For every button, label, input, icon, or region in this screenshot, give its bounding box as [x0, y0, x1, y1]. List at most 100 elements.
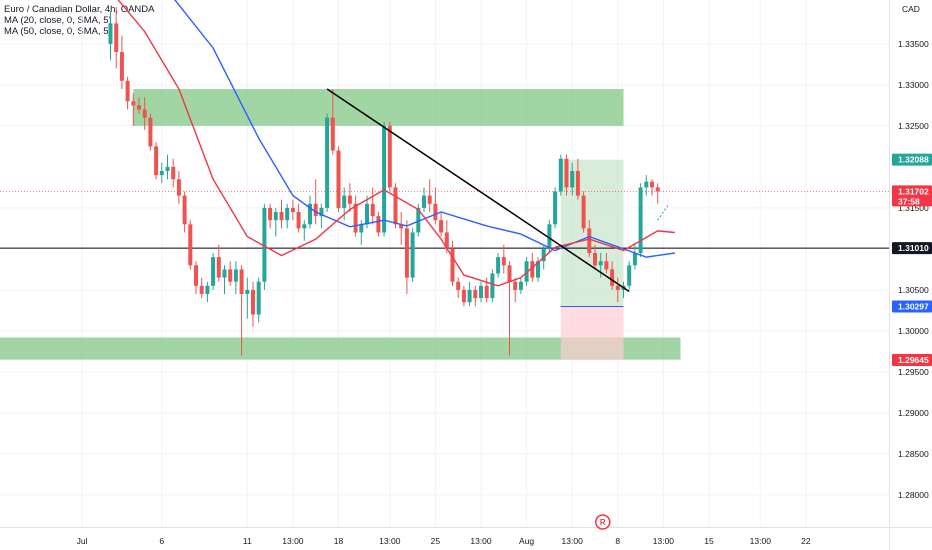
candle-body: [581, 195, 586, 229]
price-tag-box: [892, 354, 932, 367]
candle-body: [644, 181, 649, 188]
replay-badge-icon[interactable]: R: [595, 514, 611, 530]
x-tick-label: 6: [159, 536, 164, 546]
candle-body: [222, 269, 227, 278]
candle-body: [479, 285, 483, 299]
candle-body: [159, 171, 164, 176]
zone-rect-2: [0, 337, 681, 360]
candle-body: [507, 265, 512, 282]
candle-body: [359, 224, 364, 233]
candle-body: [114, 23, 119, 53]
price-tag: 1.31010: [892, 242, 932, 255]
candle-body: [404, 228, 409, 278]
candle-body: [296, 212, 301, 229]
x-tick-label: 13:00: [653, 536, 675, 546]
price-tag: 1.30297: [892, 300, 932, 313]
candle-body: [251, 289, 255, 315]
x-tick-label: 13:00: [562, 536, 584, 546]
candle-body: [142, 109, 147, 118]
x-tick-label: 18: [334, 536, 344, 546]
candle-body: [245, 289, 250, 294]
candle-body: [353, 203, 358, 233]
candle-body: [273, 212, 278, 221]
candle-body: [382, 125, 387, 233]
candle-body: [182, 195, 187, 225]
price-tag-box: [892, 185, 932, 207]
candle-body: [433, 203, 438, 221]
x-tick-label: Jul: [77, 536, 88, 546]
candle-body: [119, 52, 124, 81]
price-tag-countdown: 37:58: [898, 196, 920, 206]
candle-body: [148, 117, 153, 147]
y-tick-label: 1.28500: [898, 449, 929, 459]
candle-body: [615, 285, 620, 290]
candle-body: [399, 224, 404, 229]
price-tag-box: [892, 153, 932, 166]
x-tick-label: 13:00: [282, 536, 304, 546]
candle-body: [302, 224, 307, 229]
candle-body: [279, 212, 284, 221]
candle-body: [131, 101, 136, 106]
candle-body: [347, 195, 352, 204]
candle-body: [125, 80, 130, 102]
candle-body: [610, 269, 615, 286]
candle-body: [376, 216, 381, 233]
candle-body: [501, 257, 506, 266]
candle-body: [558, 158, 563, 192]
x-tick-label: 8: [615, 536, 620, 546]
candle-body: [285, 207, 290, 221]
candle-body: [632, 253, 637, 266]
candle-body: [188, 224, 193, 266]
zone-rect-1: [133, 89, 624, 126]
x-tick-label: 13:00: [379, 536, 401, 546]
candle-body: [604, 261, 609, 270]
candle-body: [490, 273, 495, 299]
y-tick-label: 1.31500: [898, 203, 929, 213]
candle-body: [650, 181, 654, 188]
x-tick-label: 13:00: [750, 536, 772, 546]
candle-body: [216, 257, 221, 278]
candle-body: [325, 117, 330, 208]
candle-body: [587, 228, 592, 253]
candle-body: [570, 171, 575, 188]
candle-body: [256, 281, 261, 315]
legend-ma50: MA (50, close, 0, SMA, 5): [4, 26, 112, 37]
candle-body: [171, 166, 176, 180]
legend-title: Euro / Canadian Dollar, 4h, OANDA: [4, 4, 155, 15]
candle-body: [439, 220, 444, 233]
candle-body: [154, 146, 159, 176]
candle-body: [342, 195, 347, 208]
candle-body: [308, 203, 312, 225]
price-tag-label: 1.29645: [898, 355, 929, 365]
candle-body: [473, 289, 478, 299]
candle-body: [627, 265, 632, 286]
ma50-line: [174, 0, 675, 258]
position-stop-zone: [560, 306, 624, 361]
candle-body: [228, 269, 233, 282]
candle-body: [541, 248, 546, 262]
candle-body: [456, 281, 461, 290]
price-tag: 1.32088: [892, 153, 932, 166]
candle-body: [393, 187, 398, 225]
candle-body: [524, 261, 529, 282]
candle-body: [262, 207, 267, 282]
candle-body: [450, 248, 455, 282]
candle-body: [211, 257, 216, 286]
candle-body: [319, 207, 324, 217]
candle-body: [496, 257, 501, 274]
price-tag-label: 1.32088: [898, 155, 929, 165]
ma20-line: [117, 0, 675, 287]
candle-body: [536, 261, 540, 278]
currency-label: CAD: [902, 4, 920, 14]
y-tick-label: 1.32500: [898, 121, 929, 131]
price-tag-box: [892, 242, 932, 255]
candle-body: [484, 285, 489, 299]
candle-body: [518, 281, 523, 290]
candle-body: [547, 224, 552, 249]
candle-body: [313, 203, 318, 217]
y-tick-label: 1.30000: [898, 326, 929, 336]
candle-body: [444, 232, 449, 249]
candle-body: [598, 261, 603, 266]
